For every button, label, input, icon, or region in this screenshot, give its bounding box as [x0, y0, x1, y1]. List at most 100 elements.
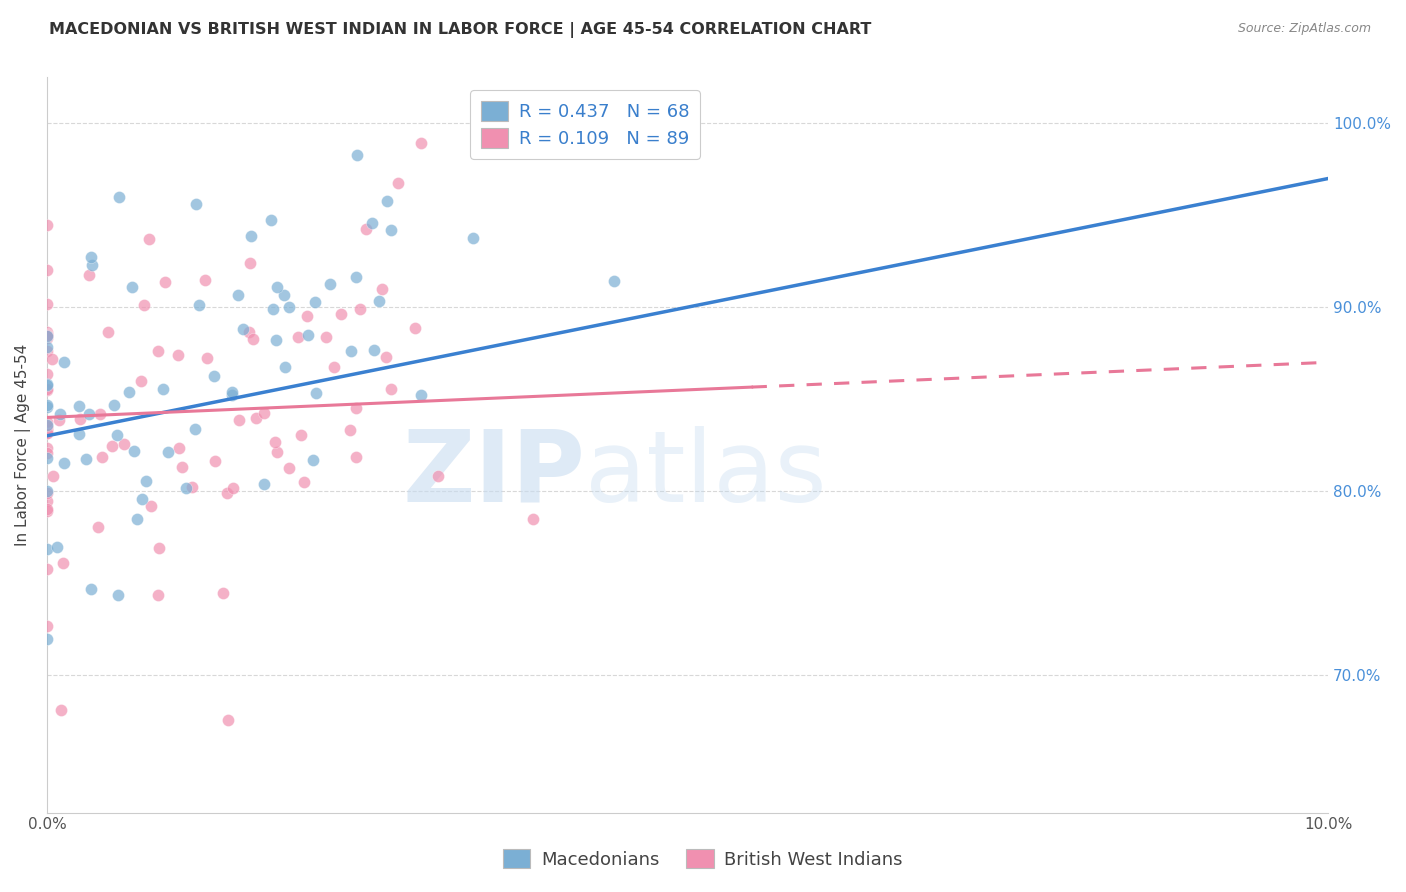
Point	[67, 399, 90, 413]
Point	[344, 450, 367, 465]
Point	[80, 258, 103, 272]
Point	[215, 486, 238, 500]
Legend: Macedonians, British West Indians: Macedonians, British West Indians	[496, 841, 910, 876]
Point	[304, 295, 326, 310]
Point	[266, 445, 288, 459]
Point	[48, 413, 70, 427]
Point	[411, 388, 433, 402]
Point	[49, 407, 72, 421]
Point	[231, 322, 253, 336]
Point	[202, 368, 225, 383]
Point	[301, 452, 323, 467]
Point	[212, 586, 235, 600]
Point	[35, 297, 58, 311]
Point	[273, 288, 295, 302]
Point	[35, 340, 58, 354]
Point	[35, 218, 58, 232]
Point	[35, 417, 58, 432]
Point	[242, 332, 264, 346]
Point	[35, 328, 58, 343]
Point	[35, 343, 58, 358]
Point	[221, 388, 243, 402]
Point	[97, 325, 120, 339]
Point	[35, 382, 58, 396]
Point	[75, 452, 97, 467]
Point	[141, 499, 163, 513]
Point	[146, 588, 169, 602]
Point	[35, 327, 58, 342]
Point	[239, 255, 262, 269]
Point	[340, 343, 363, 358]
Point	[138, 232, 160, 246]
Point	[188, 298, 211, 312]
Point	[41, 352, 63, 367]
Point	[69, 412, 91, 426]
Point	[103, 398, 125, 412]
Point	[100, 439, 122, 453]
Point	[35, 327, 58, 342]
Point	[377, 194, 399, 208]
Point	[344, 401, 367, 415]
Point	[318, 277, 340, 291]
Point	[315, 330, 337, 344]
Point	[134, 298, 156, 312]
Text: MACEDONIAN VS BRITISH WEST INDIAN IN LABOR FORCE | AGE 45-54 CORRELATION CHART: MACEDONIAN VS BRITISH WEST INDIAN IN LAB…	[49, 22, 872, 38]
Point	[167, 442, 190, 456]
Point	[375, 350, 398, 364]
Point	[35, 486, 58, 500]
Point	[217, 713, 239, 727]
Text: ZIP: ZIP	[402, 425, 585, 523]
Point	[264, 435, 287, 450]
Point	[148, 541, 170, 556]
Point	[238, 325, 260, 339]
Point	[77, 408, 100, 422]
Point	[305, 386, 328, 401]
Point	[461, 231, 484, 245]
Point	[35, 325, 58, 339]
Point	[46, 540, 69, 554]
Point	[380, 382, 402, 396]
Point	[80, 251, 103, 265]
Text: atlas: atlas	[585, 425, 827, 523]
Point	[35, 400, 58, 414]
Point	[184, 197, 207, 211]
Point	[522, 512, 544, 526]
Legend: R = 0.437   N = 68, R = 0.109   N = 89: R = 0.437 N = 68, R = 0.109 N = 89	[470, 90, 700, 159]
Point	[35, 420, 58, 434]
Point	[35, 331, 58, 345]
Point	[329, 307, 352, 321]
Point	[41, 468, 63, 483]
Point	[370, 282, 392, 296]
Point	[292, 475, 315, 489]
Point	[349, 302, 371, 317]
Point	[35, 502, 58, 516]
Point	[35, 384, 58, 398]
Point	[35, 262, 58, 277]
Point	[221, 384, 243, 399]
Point	[157, 445, 180, 459]
Point	[131, 491, 153, 506]
Point	[274, 359, 297, 374]
Point	[195, 351, 218, 365]
Point	[262, 302, 284, 317]
Point	[339, 424, 361, 438]
Point	[52, 557, 75, 571]
Point	[91, 450, 114, 464]
Point	[67, 426, 90, 441]
Point	[427, 469, 450, 483]
Point	[35, 619, 58, 633]
Point	[367, 294, 389, 309]
Point	[35, 423, 58, 437]
Point	[252, 406, 274, 420]
Point	[35, 326, 58, 341]
Y-axis label: In Labor Force | Age 45-54: In Labor Force | Age 45-54	[15, 343, 31, 546]
Point	[35, 426, 58, 441]
Point	[153, 276, 176, 290]
Point	[411, 136, 433, 150]
Point	[35, 367, 58, 381]
Point	[52, 355, 75, 369]
Point	[287, 330, 309, 344]
Point	[86, 520, 108, 534]
Point	[152, 382, 174, 396]
Point	[266, 280, 288, 294]
